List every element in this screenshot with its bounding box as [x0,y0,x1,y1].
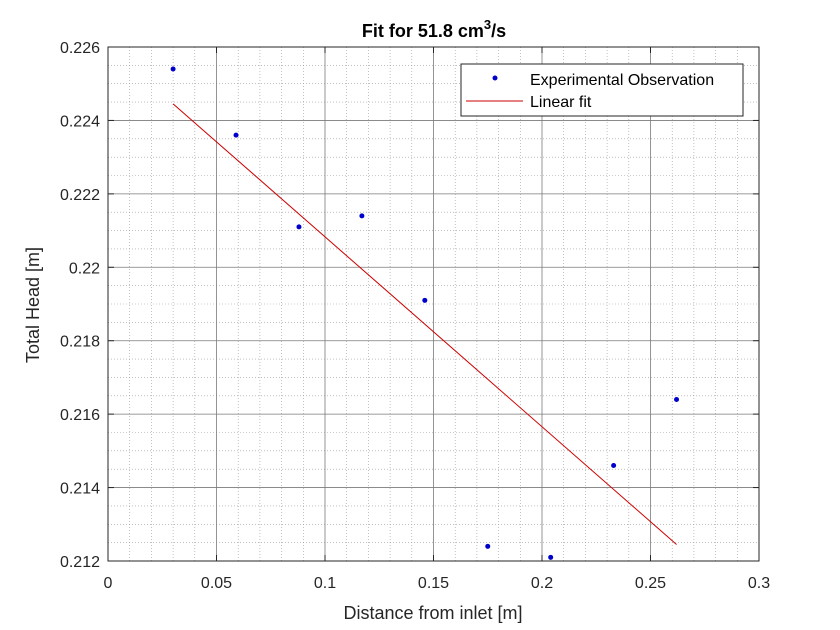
legend-marker-experimental [492,75,498,81]
legend-label-fit: Linear fit [530,94,592,111]
legend: Experimental Observation Linear fit [460,63,744,117]
y-axis-label: Total Head [m] [23,247,43,363]
y-tick-label: 0.214 [60,481,100,498]
y-tick-label: 0.218 [60,334,100,351]
data-point [611,463,617,469]
linear-fit-line [172,103,677,545]
data-point [296,224,302,230]
data-point [359,213,365,219]
y-tick-label: 0.222 [60,187,100,204]
x-tick-label: 0.25 [635,575,666,592]
y-tick-label: 0.224 [60,113,100,130]
legend-label-experimental: Experimental Observation [530,72,714,89]
x-tick-label: 0.05 [201,575,232,592]
chart-title: Fit for 51.8 cm3/s [362,17,506,41]
x-axis-label: Distance from inlet [m] [343,603,522,623]
y-tick-label: 0.216 [60,407,100,424]
data-point [485,543,491,549]
x-tick-label: 0.2 [531,575,553,592]
x-axis-ticks: 0 0.05 0.1 0.15 0.2 0.25 0.3 [104,47,770,592]
y-axis-ticks: 0.212 0.214 0.216 0.218 0.22 0.222 0.224 0.226 [60,40,759,571]
y-tick-label: 0.226 [60,40,100,57]
data-point [170,66,176,72]
y-tick-label: 0.212 [60,554,100,571]
data-point [422,297,428,303]
y-tick-label: 0.22 [69,260,100,277]
data-points-layer [170,66,680,560]
fit-line-layer [172,103,677,545]
legend-box [460,63,744,117]
x-tick-label: 0.15 [418,575,449,592]
x-tick-label: 0 [104,575,113,592]
x-tick-label: 0.1 [314,575,336,592]
data-point [674,396,680,402]
x-tick-label: 0.3 [748,575,770,592]
data-point [233,132,239,138]
data-point [548,554,554,560]
